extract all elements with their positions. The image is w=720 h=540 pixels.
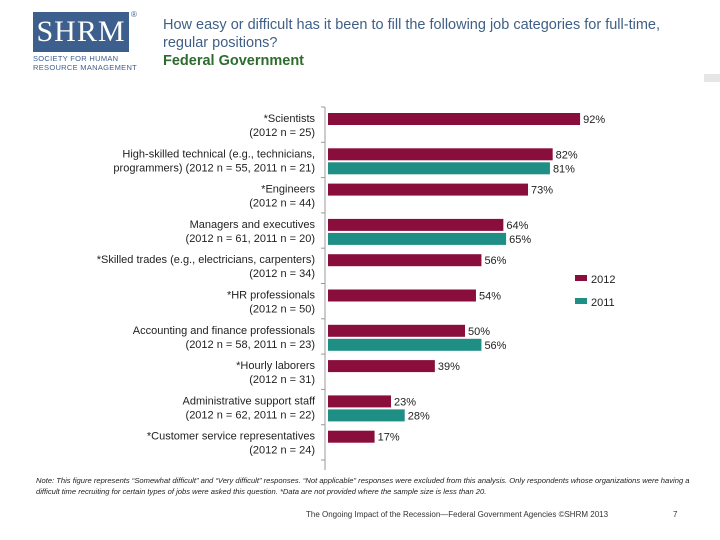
- category-label: (2012 n = 58, 2011 n = 23): [186, 339, 315, 351]
- data-label-2012: 17%: [378, 432, 400, 444]
- bar-2012: [328, 324, 465, 337]
- bar-2012: [328, 430, 375, 443]
- category-label: Accounting and finance professionals: [133, 325, 316, 337]
- footnote: Note: This figure represents “Somewhat d…: [36, 476, 690, 496]
- data-label-2011: 81%: [553, 163, 575, 175]
- category-label: (2012 n = 31): [249, 374, 315, 386]
- category-label: (2012 n = 50): [249, 304, 315, 316]
- data-label-2012: 54%: [479, 291, 501, 303]
- page-number: 7: [673, 510, 678, 519]
- data-label-2012: 50%: [468, 326, 490, 338]
- decorative-bar: [704, 74, 720, 82]
- category-label: (2012 n = 24): [249, 445, 315, 457]
- bar-2012: [328, 218, 504, 231]
- category-label: High-skilled technical (e.g., technician…: [122, 148, 315, 160]
- bar-2012: [328, 148, 553, 161]
- data-label-2012: 23%: [394, 396, 416, 408]
- bar-2011: [328, 162, 550, 175]
- category-label: (2012 n = 25): [249, 127, 315, 139]
- chart-subtitle: Federal Government: [163, 53, 305, 69]
- logo-tagline-line2: RESOURCE MANAGEMENT: [33, 63, 138, 72]
- category-label: *Skilled trades (e.g., electricians, car…: [97, 254, 315, 266]
- data-label-2011: 56%: [484, 340, 506, 352]
- data-label-2012: 56%: [484, 255, 506, 267]
- bar-2012: [328, 360, 435, 373]
- bar-2012: [328, 289, 476, 302]
- legend-swatch-2012: [575, 275, 587, 281]
- bar-2011: [328, 409, 405, 422]
- bar-2012: [328, 395, 392, 408]
- category-label: *HR professionals: [227, 290, 316, 302]
- footer-source: The Ongoing Impact of the Recession—Fede…: [306, 510, 609, 519]
- category-label: Managers and executives: [190, 219, 316, 231]
- legend-swatch-2011: [575, 298, 587, 304]
- bar-2012: [328, 183, 529, 196]
- bar-2011: [328, 232, 507, 245]
- category-label: (2012 n = 62, 2011 n = 22): [186, 409, 315, 421]
- logo-tagline: SOCIETY FOR HUMAN RESOURCE MANAGEMENT: [33, 54, 143, 72]
- registered-mark: ®: [131, 10, 137, 19]
- data-label-2012: 39%: [438, 361, 460, 373]
- logo-tagline-line1: SOCIETY FOR HUMAN: [33, 54, 119, 63]
- data-label-2012: 92%: [583, 114, 605, 126]
- category-label: *Hourly laborers: [236, 360, 315, 372]
- data-label-2011: 65%: [509, 234, 531, 246]
- data-label-2012: 73%: [531, 185, 553, 197]
- data-label-2011: 28%: [408, 410, 430, 422]
- bar-2012: [328, 254, 482, 267]
- category-label: programmers) (2012 n = 55, 2011 n = 21): [113, 162, 315, 174]
- data-label-2012: 64%: [506, 220, 528, 232]
- data-label-2012: 82%: [556, 149, 578, 161]
- legend-label-2012: 2012: [591, 274, 615, 286]
- category-label: *Scientists: [264, 113, 316, 125]
- category-label: (2012 n = 34): [249, 268, 315, 280]
- chart-title: How easy or difficult has it been to fil…: [163, 17, 661, 51]
- bar-2012: [328, 113, 581, 125]
- legend-label-2011: 2011: [591, 297, 615, 309]
- category-label: (2012 n = 44): [249, 198, 315, 210]
- logo-mark: SHRM: [33, 12, 129, 52]
- category-label: Administrative support staff: [183, 395, 316, 407]
- shrm-logo: SHRM ® SOCIETY FOR HUMAN RESOURCE MANAGE…: [33, 10, 137, 72]
- category-label: *Engineers: [261, 184, 315, 196]
- category-label: (2012 n = 61, 2011 n = 20): [186, 233, 315, 245]
- category-label: *Customer service representatives: [147, 431, 316, 443]
- bar-2011: [328, 338, 482, 351]
